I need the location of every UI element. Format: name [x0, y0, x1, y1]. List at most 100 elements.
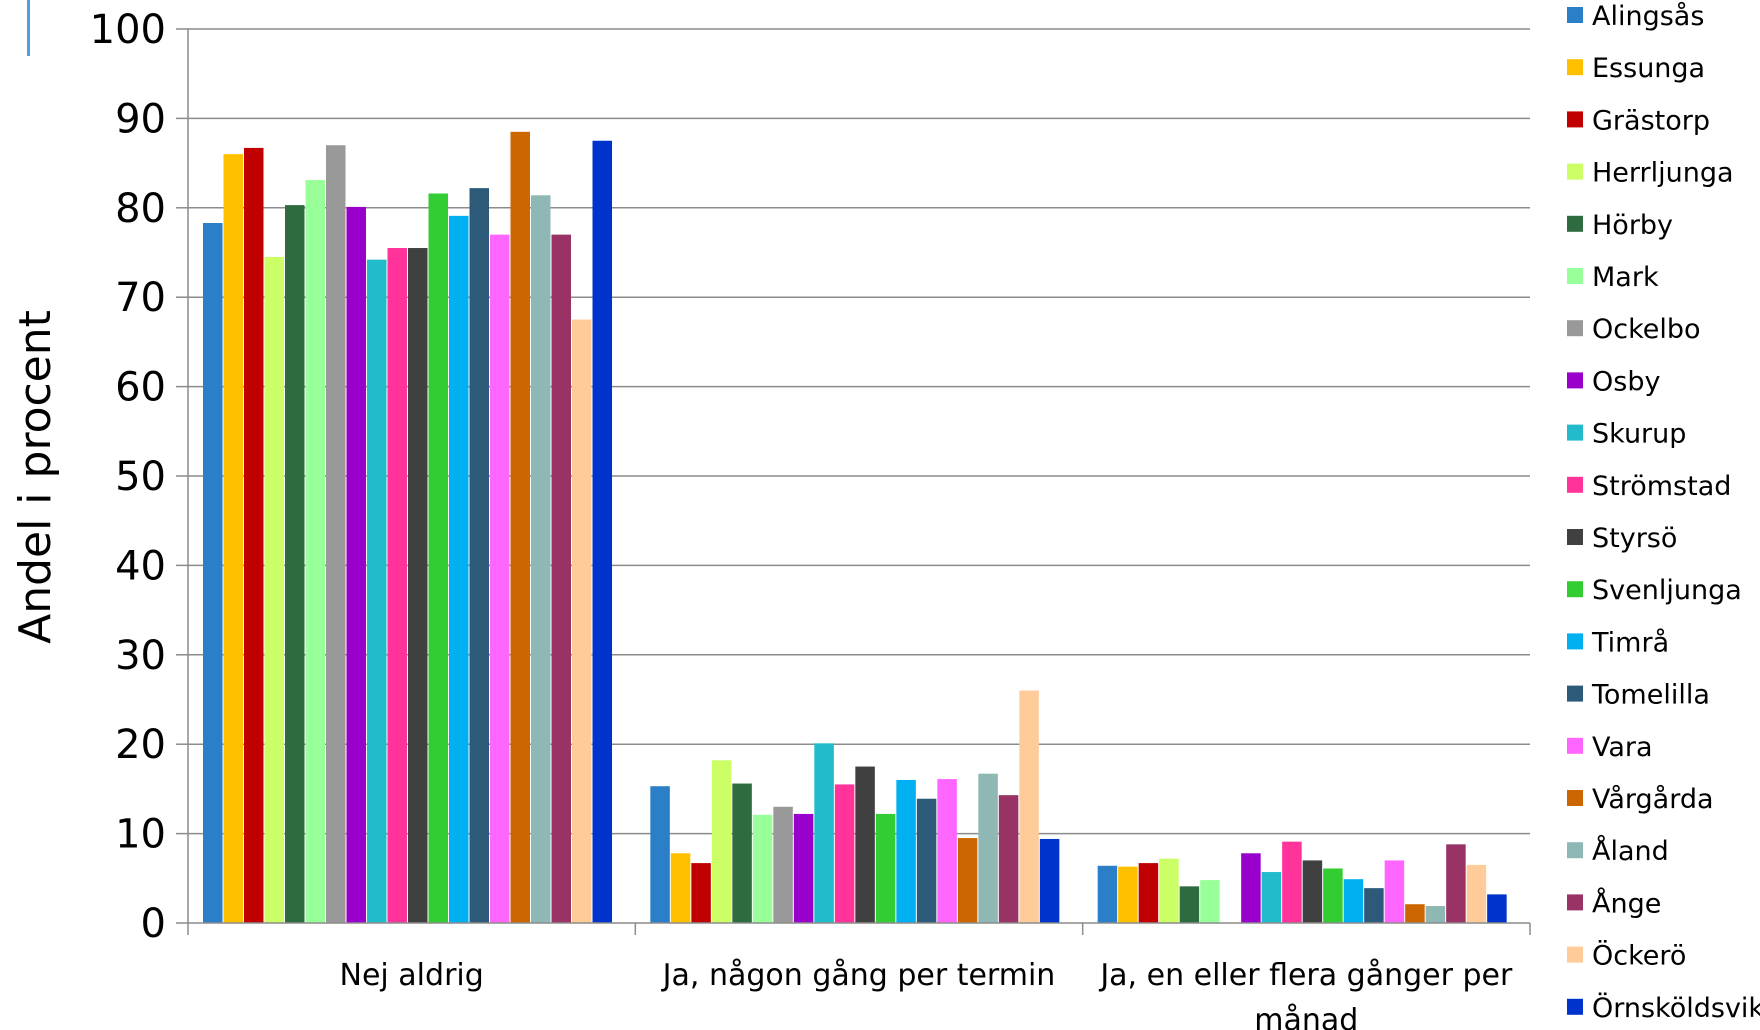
legend-swatch [1567, 424, 1583, 441]
bar [711, 760, 732, 923]
bar [752, 814, 773, 923]
bar [490, 234, 510, 923]
legend-swatch [1567, 476, 1583, 493]
bar [305, 180, 325, 923]
bar [1343, 879, 1364, 923]
legend-label: Alingsås [1592, 1, 1704, 32]
legend-swatch [1567, 268, 1583, 284]
legend-swatch [1567, 215, 1583, 232]
legend-label: Vara [1592, 732, 1653, 763]
bar [732, 783, 752, 923]
legend: Alingsås Essunga Grästorp Herrljunga Hörby Ma… [1567, 1, 1760, 1024]
legend-label: Mark [1592, 262, 1659, 293]
y-tick-label: 100 [90, 7, 166, 53]
y-tick-labels: 0 10 20 30 40 50 60 70 80 90 100 [90, 7, 166, 947]
bar [223, 154, 243, 923]
bar [285, 205, 305, 924]
bar [367, 259, 387, 924]
bar [875, 813, 896, 923]
y-tick-label: 50 [115, 454, 166, 500]
bar [1097, 865, 1118, 923]
legend-label: Öckerö [1592, 940, 1686, 972]
y-tick-label: 80 [115, 186, 166, 232]
y-tick-label: 60 [115, 365, 166, 411]
bar [937, 779, 957, 923]
bar [1019, 690, 1039, 923]
bar [531, 195, 551, 923]
y-tick-label: 90 [115, 96, 166, 142]
bar [1302, 860, 1323, 923]
legend-swatch [1567, 737, 1583, 754]
bar [1446, 844, 1466, 923]
y-axis-title: Andel i procent [10, 310, 61, 644]
legend-label: Svenljunga [1592, 575, 1742, 606]
bar [387, 248, 407, 923]
bar [510, 131, 530, 923]
bar [1118, 866, 1138, 923]
bar [1159, 858, 1179, 923]
bar [1364, 888, 1384, 923]
bar [326, 145, 346, 924]
y-tick-label: 0 [141, 901, 166, 947]
bar [896, 779, 916, 923]
legend-label: Styrsö [1592, 523, 1677, 554]
legend-label: Herrljunga [1592, 158, 1734, 189]
bar [1200, 880, 1220, 923]
legend-swatch [1567, 7, 1583, 23]
bar [572, 319, 592, 923]
x-tick-label: månad [1254, 1003, 1358, 1030]
bar [1138, 863, 1159, 923]
bar [469, 188, 489, 923]
legend-swatch [1567, 372, 1583, 389]
legend-label: Timrå [1591, 627, 1669, 658]
legend-swatch [1567, 529, 1583, 545]
y-tick-label: 70 [115, 275, 166, 321]
x-tick-label: Ja, någon gång per termin [661, 958, 1056, 993]
bar [1425, 906, 1446, 923]
bar [264, 256, 284, 924]
bar [834, 784, 855, 923]
bar [1487, 894, 1507, 923]
legend-swatch [1567, 59, 1583, 76]
bar [1179, 886, 1200, 923]
legend-label: Strömstad [1592, 471, 1731, 502]
bar [1241, 853, 1261, 923]
bar [1039, 838, 1060, 923]
legend-swatch [1567, 581, 1583, 598]
bar-series [203, 131, 1507, 924]
legend-swatch [1567, 111, 1583, 128]
bar [1405, 904, 1425, 923]
bar [1261, 872, 1282, 923]
bar [670, 853, 691, 923]
legend-label: Osby [1592, 366, 1660, 397]
bar [346, 206, 366, 923]
bar [551, 234, 571, 923]
bar [650, 786, 670, 923]
bar [244, 147, 264, 924]
bar [1323, 868, 1343, 923]
legend-label: Ockelbo [1592, 314, 1701, 345]
y-tick-label: 10 [115, 812, 166, 858]
bar [957, 838, 978, 923]
bar [691, 863, 711, 923]
bar [998, 795, 1019, 923]
legend-label: Grästorp [1592, 105, 1710, 136]
legend-label: Tomelilla [1591, 680, 1710, 711]
legend-swatch [1567, 894, 1583, 911]
bar [814, 743, 834, 923]
legend-swatch [1567, 633, 1583, 650]
x-tick-labels: Nej aldrig Ja, någon gång per termin Ja, e… [340, 958, 1513, 1030]
bar [428, 193, 448, 924]
bar [773, 806, 793, 923]
bar [978, 773, 998, 923]
legend-label: Örnsköldsvik [1592, 992, 1760, 1024]
bar [592, 140, 612, 923]
bar [203, 222, 223, 924]
legend-label: Skurup [1592, 419, 1686, 450]
axes [187, 29, 1531, 935]
bar [449, 215, 469, 923]
bar [1466, 864, 1487, 923]
y-tick-label: 30 [115, 633, 166, 679]
legend-swatch [1567, 685, 1583, 702]
